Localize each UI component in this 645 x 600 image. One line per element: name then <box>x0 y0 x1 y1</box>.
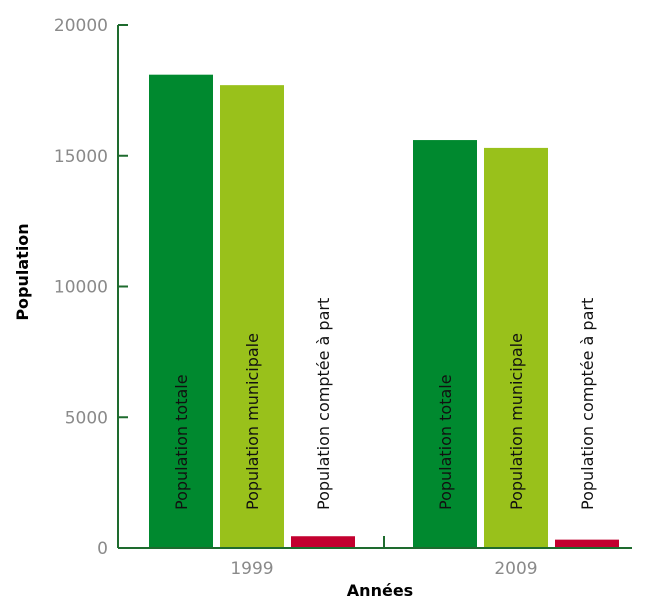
bar-series-label: Population municipale <box>243 333 262 510</box>
x-axis-ticks: 1999 2009 <box>230 536 538 579</box>
y-axis-title: Population <box>13 223 32 320</box>
bar-1999-series-1 <box>220 85 284 549</box>
y-tick-label: 5000 <box>65 408 108 428</box>
y-tick-label: 15000 <box>54 147 108 167</box>
x-axis-title: Années <box>347 581 413 600</box>
bar-series-label: Population comptée à part <box>314 298 333 510</box>
bar-1999-series-2 <box>291 536 355 548</box>
bar-series-label: Population comptée à part <box>578 298 597 510</box>
bar-series-label: Population totale <box>172 374 191 510</box>
bar-2009-series-2 <box>555 539 619 548</box>
bar-2009-series-0 <box>413 140 477 548</box>
x-tick-label: 1999 <box>230 559 273 579</box>
y-tick-label: 0 <box>97 539 108 559</box>
bar-2009-series-1 <box>484 147 548 548</box>
bars <box>149 74 619 549</box>
bar-series-label: Population municipale <box>507 333 526 510</box>
y-axis-ticks: 0 5000 10000 15000 20000 <box>54 16 128 559</box>
y-tick-label: 20000 <box>54 16 108 36</box>
x-tick-label: 2009 <box>494 559 537 579</box>
y-tick-label: 10000 <box>54 278 108 298</box>
bar-series-label: Population totale <box>436 374 455 510</box>
bar-labels: Population totale Population municipale Po… <box>172 298 597 510</box>
bar-1999-series-0 <box>149 74 213 548</box>
